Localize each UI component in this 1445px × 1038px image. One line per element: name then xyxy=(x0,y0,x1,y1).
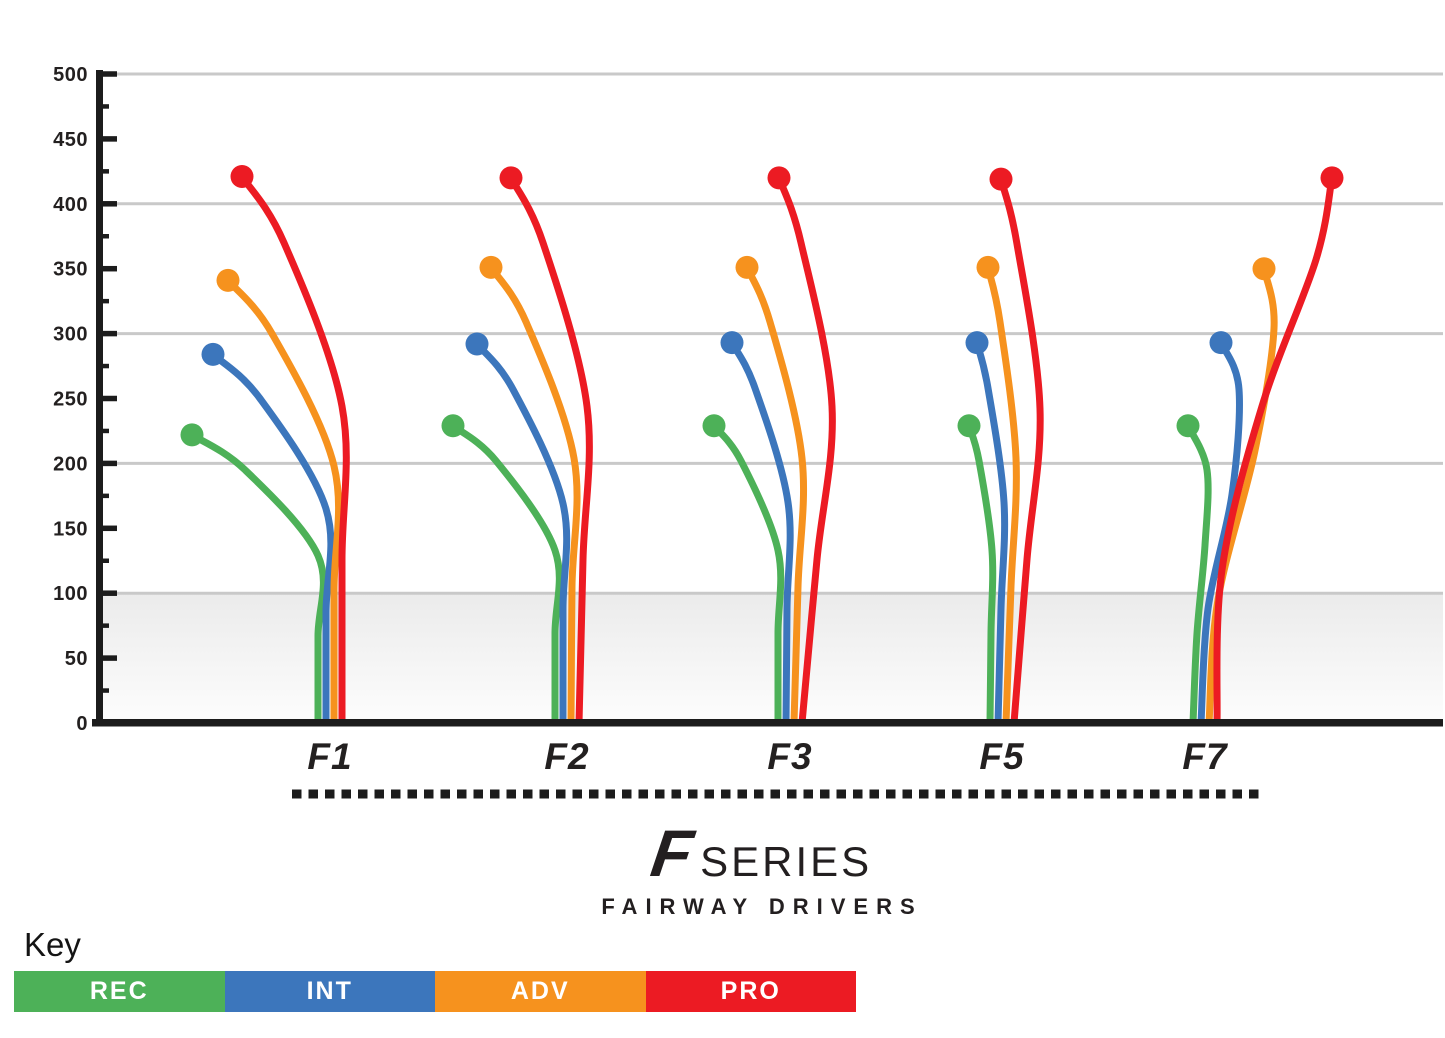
landing-dot-F1-REC xyxy=(180,423,204,447)
flight-path-F7-INT xyxy=(1197,339,1243,727)
flight-path-F3-REC xyxy=(710,422,785,727)
major-tick-450 xyxy=(96,136,117,142)
y-tick-label-100: 100 xyxy=(53,583,88,605)
key-label: Key xyxy=(24,926,81,963)
flight-path-F3-INT xyxy=(728,339,794,727)
landing-dot-F3-REC xyxy=(702,414,726,438)
y-tick-label-150: 150 xyxy=(53,518,88,540)
minor-tick-475 xyxy=(96,104,109,109)
minor-tick-275 xyxy=(96,363,109,369)
flight-path-F1-INT xyxy=(209,350,335,727)
flight-path-F5-REC xyxy=(965,422,997,727)
flight-path-F2-ADV xyxy=(487,263,581,727)
landing-dot-F1-PRO xyxy=(230,165,254,189)
disc-label-F2: F2 xyxy=(544,736,589,777)
flight-path-F1-ADV xyxy=(224,276,343,727)
y-tick-label-50: 50 xyxy=(65,648,88,670)
legend-swatch-ADV: ADV xyxy=(435,971,646,1012)
landing-dot-F3-PRO xyxy=(767,166,791,190)
landing-dot-F2-REC xyxy=(441,414,465,438)
y-tick-label-250: 250 xyxy=(53,389,88,411)
major-tick-250 xyxy=(96,395,117,402)
low-altitude-band xyxy=(103,593,1443,723)
flight-path-F5-PRO xyxy=(997,175,1044,727)
legend-swatch-INT: INT xyxy=(224,971,435,1012)
series-subtitle: FAIRWAY DRIVERS xyxy=(601,894,923,919)
minor-tick-325 xyxy=(96,298,109,304)
landing-dot-F5-PRO xyxy=(989,167,1013,191)
series-title: FSERIES FAIRWAY DRIVERS xyxy=(412,816,1112,920)
major-tick-50 xyxy=(96,655,117,661)
y-tick-label-500: 500 xyxy=(53,64,88,86)
landing-dot-F2-INT xyxy=(465,332,489,356)
minor-tick-125 xyxy=(96,558,109,563)
legend-swatch-PRO: PRO xyxy=(645,971,856,1012)
landing-dot-F2-PRO xyxy=(499,166,523,190)
major-tick-200 xyxy=(96,460,117,467)
landing-dot-F1-INT xyxy=(201,342,225,366)
series-title-line: FSERIES xyxy=(412,816,1112,890)
major-tick-400 xyxy=(96,201,117,207)
landing-dot-F5-ADV xyxy=(976,255,1000,279)
disc-label-F5: F5 xyxy=(979,736,1025,777)
landing-dot-F5-INT xyxy=(965,331,989,355)
legend-bar: REC INT ADV PRO xyxy=(14,971,856,1012)
flight-path-F7-REC xyxy=(1184,422,1212,727)
flight-path-F2-REC xyxy=(449,422,563,727)
flight-path-F7-PRO xyxy=(1213,174,1336,727)
y-tick-label-450: 450 xyxy=(53,129,88,151)
flight-path-F7-ADV xyxy=(1205,265,1278,727)
major-tick-150 xyxy=(96,525,117,532)
disc-label-F3: F3 xyxy=(767,736,812,777)
landing-dot-F7-REC xyxy=(1176,414,1200,438)
y-tick-label-400: 400 xyxy=(53,194,88,216)
landing-dot-F7-ADV xyxy=(1252,257,1276,281)
series-letter: F xyxy=(646,816,698,890)
major-tick-300 xyxy=(96,330,117,337)
x-axis-baseline xyxy=(92,719,1443,727)
legend-label-PRO: PRO xyxy=(720,977,781,1005)
minor-tick-375 xyxy=(96,234,109,239)
flight-path-F3-ADV xyxy=(743,263,808,727)
minor-tick-425 xyxy=(96,169,109,174)
flight-path-F1-PRO xyxy=(238,173,350,727)
legend-label-INT: INT xyxy=(306,977,353,1005)
flight-chart-svg: 0 50 100 150 200 250 300 350 400 450 500 F1 F2 F3 F5 F7 xyxy=(53,64,1443,799)
legend-label-REC: REC xyxy=(89,977,149,1005)
flight-path-F3-PRO xyxy=(775,174,836,727)
legend-swatch-REC: REC xyxy=(14,971,225,1012)
minor-tick-175 xyxy=(96,493,109,499)
minor-tick-225 xyxy=(96,428,109,434)
flight-path-F1-REC xyxy=(188,431,327,727)
landing-dot-F2-ADV xyxy=(479,255,503,279)
major-tick-100 xyxy=(96,590,117,596)
landing-dot-F5-REC xyxy=(957,414,981,438)
landing-dot-F3-ADV xyxy=(735,255,759,279)
series-word: SERIES xyxy=(700,838,873,885)
legend-label-ADV: ADV xyxy=(510,977,570,1005)
flight-path-F2-PRO xyxy=(507,174,593,727)
disc-label-F7: F7 xyxy=(1182,736,1229,777)
flight-path-F5-ADV xyxy=(984,263,1020,727)
y-tick-label-350: 350 xyxy=(53,259,88,281)
landing-dot-F1-ADV xyxy=(216,268,240,292)
landing-dot-F7-INT xyxy=(1209,331,1233,355)
y-tick-label-300: 300 xyxy=(53,324,88,346)
flight-path-F5-INT xyxy=(973,339,1009,727)
flight-path-F2-INT xyxy=(473,340,571,727)
major-tick-350 xyxy=(96,265,117,272)
disc-label-F1: F1 xyxy=(307,736,352,777)
landing-dot-F3-INT xyxy=(720,331,744,355)
y-tick-label-0: 0 xyxy=(76,713,88,735)
landing-dot-F7-PRO xyxy=(1320,166,1344,190)
major-tick-500 xyxy=(96,71,117,77)
y-tick-label-200: 200 xyxy=(53,453,88,475)
minor-tick-25 xyxy=(96,688,109,693)
minor-tick-75 xyxy=(96,623,109,628)
